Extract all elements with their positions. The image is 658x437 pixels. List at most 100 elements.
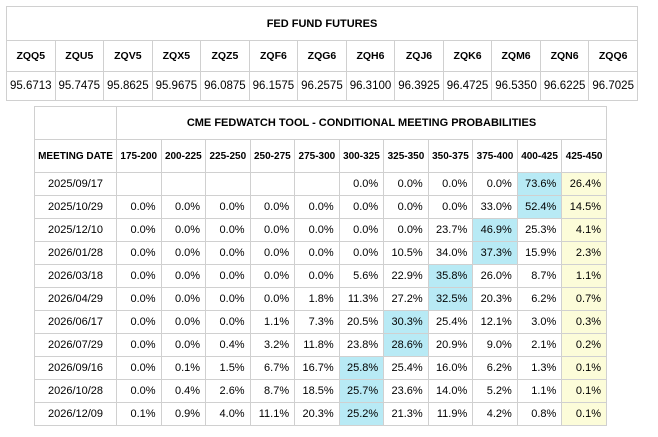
- meeting-date: 2025/10/29: [34, 195, 117, 219]
- probability-cell: 0.0%: [249, 287, 296, 311]
- probability-cell: [160, 172, 207, 196]
- fedwatch-title: CME FEDWATCH TOOL - CONDITIONAL MEETING …: [116, 106, 607, 140]
- probability-cell: 0.0%: [205, 195, 251, 219]
- contract-price: 96.7025: [588, 71, 638, 101]
- probability-cell: 0.0%: [294, 241, 340, 265]
- rate-range-header-row: MEETING DATE 175-200 200-225 225-250 250-27…: [34, 139, 607, 173]
- meeting-date: 2025/12/10: [34, 218, 117, 242]
- probability-cell: 8.7%: [516, 264, 563, 288]
- probability-cell: 20.3%: [472, 287, 518, 311]
- contract-symbol: ZQF6: [248, 40, 299, 72]
- probability-cell: 0.1%: [561, 356, 607, 380]
- probability-cell: 8.7%: [249, 379, 296, 403]
- probability-cell: 11.1%: [249, 402, 296, 426]
- rate-range-header: 325-350: [383, 139, 429, 173]
- probability-cell: 4.1%: [561, 218, 607, 242]
- contract-symbol: ZQH6: [345, 40, 396, 72]
- probability-cell: 0.0%: [383, 195, 429, 219]
- meeting-date: 2026/12/09: [34, 402, 117, 426]
- contract-symbol: ZQZ5: [200, 40, 250, 72]
- meeting-date: 2026/07/29: [34, 333, 117, 357]
- price-row: 95.6713 95.7475 95.8625 95.9675 96.0875 96.15…: [6, 71, 638, 101]
- probability-cell: 4.0%: [205, 402, 251, 426]
- probability-cell: 25.4%: [427, 310, 474, 334]
- probability-cell: 11.9%: [427, 402, 474, 426]
- probability-cell: 0.0%: [116, 195, 162, 219]
- probability-cell: 33.0%: [472, 195, 518, 219]
- probability-cell: 0.1%: [160, 356, 207, 380]
- meeting-row: 2026/12/09 0.1% 0.9% 4.0% 11.1% 20.3% 25.2% 21.…: [34, 402, 607, 426]
- probability-cell: [205, 172, 251, 196]
- contract-symbol: ZQU5: [54, 40, 105, 72]
- contract-symbol: ZQG6: [297, 40, 347, 72]
- contract-symbol: ZQN6: [539, 40, 590, 72]
- probability-cell: 52.4%: [516, 195, 563, 219]
- rate-range-header: 350-375: [427, 139, 474, 173]
- probability-cell: 3.0%: [516, 310, 563, 334]
- probability-cell: 0.0%: [160, 218, 207, 242]
- rate-range-header: 250-275: [249, 139, 296, 173]
- meeting-date: 2026/06/17: [34, 310, 117, 334]
- probability-cell: 0.3%: [561, 310, 607, 334]
- probability-cell: 1.1%: [561, 264, 607, 288]
- probability-cell: 0.0%: [160, 195, 207, 219]
- probability-cell: 14.5%: [561, 195, 607, 219]
- probability-cell: 25.8%: [338, 356, 385, 380]
- meeting-row: 2026/03/18 0.0% 0.0% 0.0% 0.0% 0.0% 5.6% 22.9% 3…: [34, 264, 607, 288]
- probability-cell: 1.1%: [516, 379, 563, 403]
- probability-cell: 0.0%: [205, 264, 251, 288]
- probability-cell: 0.0%: [116, 264, 162, 288]
- probability-cell: 27.2%: [383, 287, 429, 311]
- probability-cell: 0.8%: [516, 402, 563, 426]
- meeting-date: 2026/01/28: [34, 241, 117, 265]
- probability-cell: 2.1%: [516, 333, 563, 357]
- probability-cell: 1.8%: [294, 287, 340, 311]
- probability-cell: 0.2%: [561, 333, 607, 357]
- rate-range-header: 375-400: [472, 139, 518, 173]
- probability-cell: 0.0%: [160, 287, 207, 311]
- probability-cell: 0.0%: [338, 241, 385, 265]
- probability-cell: 26.4%: [561, 172, 607, 196]
- probability-cell: 0.1%: [561, 402, 607, 426]
- probability-cell: 30.3%: [383, 310, 429, 334]
- meeting-row: 2026/09/16 0.0% 0.1% 1.5% 6.7% 16.7% 25.8% 25.4…: [34, 356, 607, 380]
- probability-cell: 20.5%: [338, 310, 385, 334]
- probability-cell: 26.0%: [472, 264, 518, 288]
- rate-range-header: 425-450: [561, 139, 607, 173]
- contract-price: 96.6225: [539, 71, 590, 101]
- meeting-row: 2026/01/28 0.0% 0.0% 0.0% 0.0% 0.0% 0.0% 10.5% 3…: [34, 241, 607, 265]
- probability-cell: 0.0%: [205, 218, 251, 242]
- probability-cell: 0.0%: [338, 195, 385, 219]
- probability-cell: 23.7%: [427, 218, 474, 242]
- probability-cell: 0.0%: [427, 172, 474, 196]
- probability-cell: 0.0%: [116, 379, 162, 403]
- fed-fund-futures-table: FED FUND FUTURES ZQQ5 ZQU5 ZQV5 ZQX5 ZQZ5 ZQF…: [6, 6, 638, 101]
- probability-cell: 0.1%: [116, 402, 162, 426]
- probability-cell: 21.3%: [383, 402, 429, 426]
- contract-price: 95.6713: [6, 71, 56, 101]
- probability-cell: 0.7%: [561, 287, 607, 311]
- probability-cell: 5.2%: [472, 379, 518, 403]
- meeting-date: 2025/09/17: [34, 172, 117, 196]
- meeting-date: 2026/09/16: [34, 356, 117, 380]
- rate-range-header: 200-225: [160, 139, 207, 173]
- probability-cell: 0.0%: [338, 218, 385, 242]
- contract-price: 96.0875: [200, 71, 250, 101]
- contract-price: 95.8625: [103, 71, 153, 101]
- contract-price: 96.4725: [442, 71, 493, 101]
- probability-cell: 0.0%: [249, 218, 296, 242]
- contract-symbol: ZQV5: [103, 40, 153, 72]
- probability-cell: 0.0%: [427, 195, 474, 219]
- probability-cell: 2.6%: [205, 379, 251, 403]
- probability-cell: 35.8%: [427, 264, 474, 288]
- probability-cell: 25.4%: [383, 356, 429, 380]
- probability-cell: 0.4%: [160, 379, 207, 403]
- meeting-row: 2025/10/29 0.0% 0.0% 0.0% 0.0% 0.0% 0.0% 0.0% 0.…: [34, 195, 607, 219]
- contract-price: 95.9675: [151, 71, 202, 101]
- probability-cell: 16.0%: [427, 356, 474, 380]
- probability-cell: 3.2%: [249, 333, 296, 357]
- probability-cell: 0.0%: [116, 310, 162, 334]
- probability-cell: 15.9%: [516, 241, 563, 265]
- contract-symbol: ZQJ6: [394, 40, 444, 72]
- probability-cell: 0.0%: [249, 195, 296, 219]
